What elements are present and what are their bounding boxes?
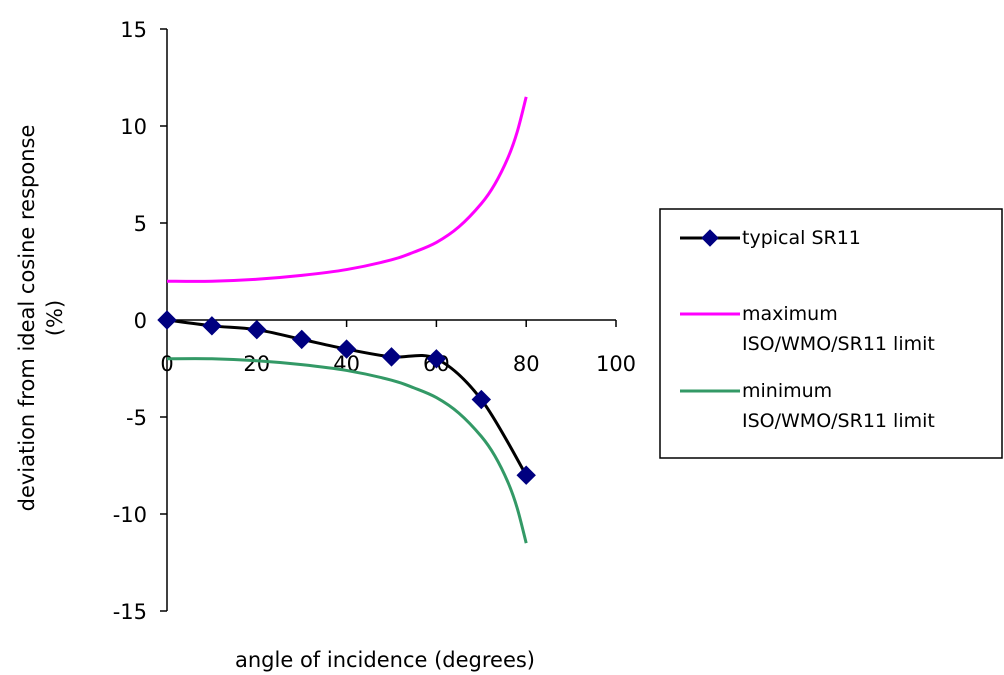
- y-axis-title-line: (%): [43, 300, 67, 336]
- y-tick-label: 5: [134, 212, 147, 236]
- legend-label: minimum: [742, 380, 832, 402]
- x-tick-label: 80: [513, 352, 540, 376]
- legend-box: [659, 208, 1003, 459]
- legend-label: ISO/WMO/SR11 limit: [742, 333, 935, 355]
- series-layer: [157, 96, 536, 544]
- legend: typical SR11 maximum ISO/WMO/SR11 limit min…: [659, 208, 1003, 459]
- series-line: [166, 357, 528, 544]
- data-point: [291, 329, 312, 350]
- series-line: [166, 96, 528, 283]
- y-tick-label: -10: [113, 503, 147, 527]
- x-tick-label: 0: [160, 352, 173, 376]
- data-point: [426, 349, 447, 369]
- data-point: [247, 319, 267, 340]
- y-tick-label: 0: [134, 309, 147, 333]
- data-point: [202, 316, 222, 336]
- x-axis-title: angle of incidence (degrees): [235, 648, 535, 672]
- legend-label: typical SR11: [742, 227, 861, 249]
- series-0: [157, 310, 536, 485]
- y-tick-label: 15: [120, 18, 147, 42]
- legend-label: ISO/WMO/SR11 limit: [742, 410, 935, 432]
- data-point: [381, 347, 402, 367]
- y-axis-title-line: deviation from ideal cosine response: [15, 125, 39, 512]
- series-2: [166, 357, 528, 544]
- y-tick-label: -15: [113, 600, 147, 624]
- x-tick-label: 20: [243, 352, 270, 376]
- legend-marker: [701, 229, 719, 247]
- x-tick-label: 100: [596, 352, 636, 376]
- data-point: [471, 389, 492, 410]
- legend-label: maximum: [742, 303, 838, 325]
- data-point: [157, 310, 177, 330]
- y-tick-label: 10: [120, 115, 147, 139]
- y-axis-title: deviation from ideal cosine response (%): [15, 125, 67, 512]
- y-tick-label: -5: [126, 406, 147, 430]
- data-point: [516, 465, 536, 485]
- series-1: [166, 96, 528, 283]
- data-point: [336, 339, 357, 359]
